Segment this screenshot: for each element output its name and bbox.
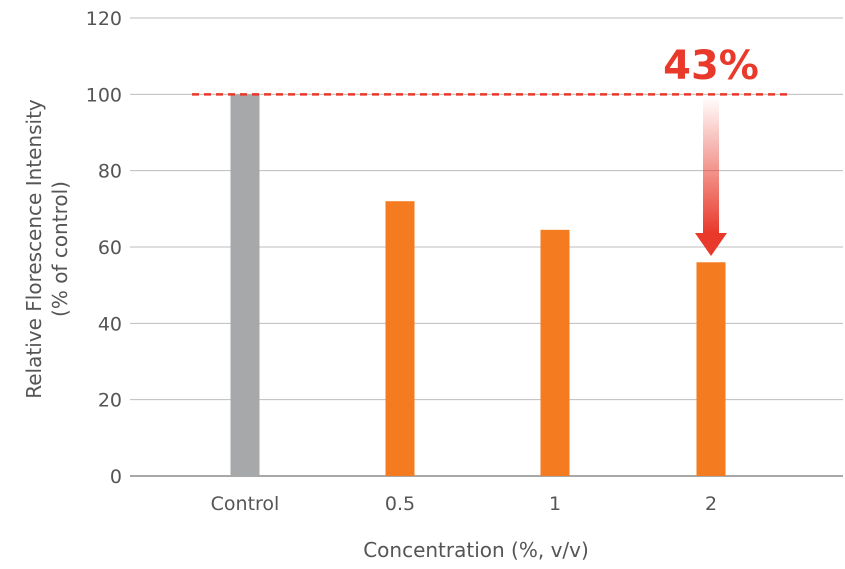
y-axis-title-line-1: Relative Florescence Intensity — [22, 99, 46, 399]
x-axis-title: Concentration (%, v/v) — [363, 538, 589, 562]
y-tick-labels: 0 20 40 60 80 100 120 — [86, 8, 122, 488]
y-tick-label: 100 — [86, 84, 122, 106]
x-tick-label: Control — [211, 493, 280, 515]
y-tick-label: 60 — [98, 237, 122, 259]
bar-2 — [696, 262, 726, 476]
y-axis-title-line-2: (% of control) — [48, 181, 72, 317]
y-tick-label: 20 — [98, 390, 122, 412]
x-tick-label: 2 — [705, 493, 717, 515]
bar-control — [230, 94, 260, 476]
annotation-label: 43% — [663, 43, 759, 89]
bar-1 — [540, 229, 570, 476]
y-tick-label: 40 — [98, 313, 122, 335]
bars — [230, 94, 726, 476]
down-arrow-icon — [695, 233, 727, 256]
y-tick-label: 0 — [110, 466, 122, 488]
y-tick-label: 80 — [98, 161, 122, 183]
x-tick-labels: Control 0.5 1 2 — [211, 493, 717, 515]
x-tick-label: 0.5 — [385, 493, 415, 515]
annotation-group: 43% — [663, 43, 759, 256]
y-tick-label: 120 — [86, 8, 122, 30]
bar-0-5 — [385, 201, 415, 476]
x-tick-label: 1 — [549, 493, 561, 515]
arrow-shaft — [703, 96, 719, 233]
